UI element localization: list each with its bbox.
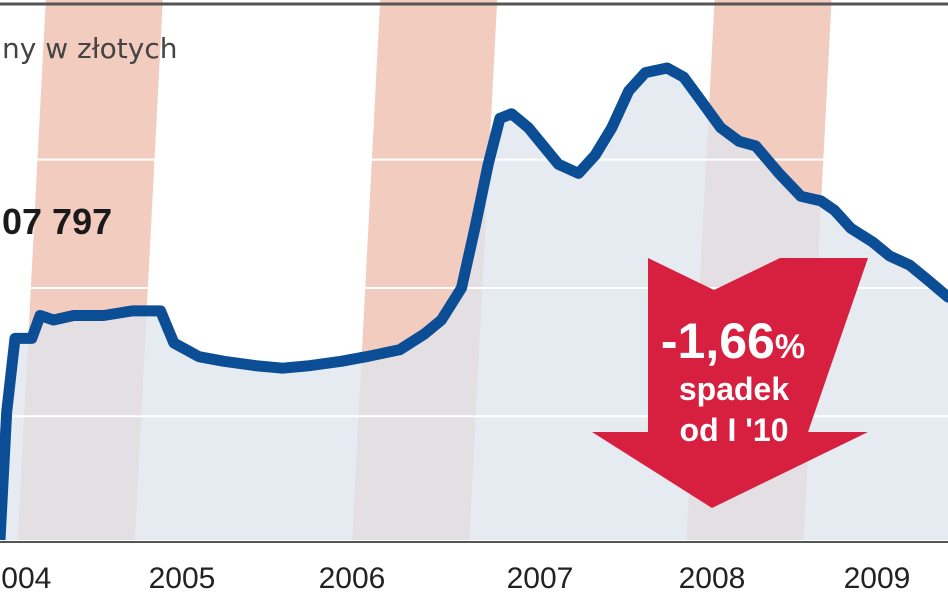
x-tick-label-2007: 2007 bbox=[507, 562, 574, 593]
x-tick-label-2008: 2008 bbox=[679, 562, 746, 593]
series-line bbox=[0, 62, 948, 540]
decline-label-line2: od I '10 bbox=[680, 412, 789, 448]
x-tick-label-2005: 2005 bbox=[149, 562, 216, 593]
decline-annotation: -1,66% spadek od I '10 bbox=[592, 258, 868, 508]
decline-percent-number: -1,66 bbox=[661, 313, 775, 369]
x-tick-label-2004: 2004 bbox=[0, 562, 51, 593]
decline-label-line1: spadek bbox=[679, 371, 789, 407]
x-axis-tick-labels: 2004 2005 2006 2007 2008 2009 bbox=[0, 562, 910, 593]
decline-percent: -1,66% bbox=[661, 313, 805, 369]
x-tick-label-2009: 2009 bbox=[844, 562, 911, 593]
down-arrow-shape bbox=[592, 258, 868, 508]
decline-percent-sign: % bbox=[775, 328, 805, 366]
value-label: 07 797 bbox=[2, 201, 112, 242]
x-tick-label-2006: 2006 bbox=[319, 562, 386, 593]
chart-subtitle: ny w złotych bbox=[2, 32, 178, 65]
